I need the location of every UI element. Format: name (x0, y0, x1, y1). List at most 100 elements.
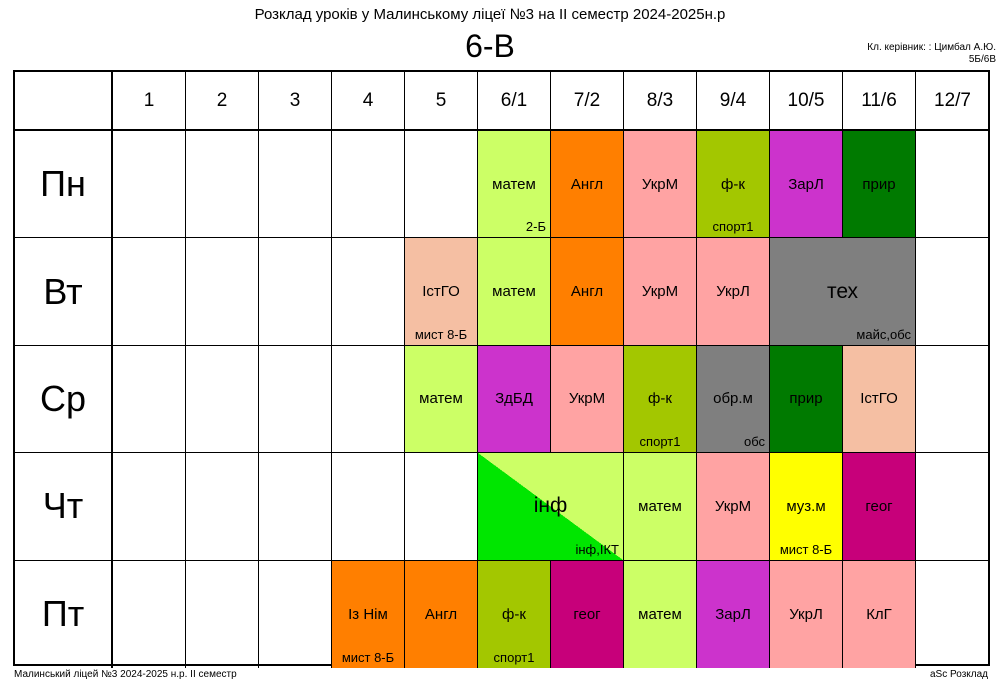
teacher-name: Кл. керівник: : Цимбал А.Ю. (867, 42, 996, 53)
lesson-subject: прир (862, 175, 896, 193)
lesson-subject: ЗарЛ (715, 605, 751, 623)
day-label: Пн (15, 131, 113, 239)
empty-slot (259, 560, 332, 668)
empty-slot (332, 345, 405, 454)
lesson-wed-7[interactable]: УкрМ (551, 345, 624, 454)
lesson-wed-8[interactable]: ф-к спорт1 (624, 345, 697, 454)
lesson-subject: УкрМ (641, 283, 679, 301)
lesson-subject: матем (638, 605, 682, 623)
lesson-wed-6[interactable]: ЗдБД (478, 345, 551, 454)
lesson-tue-5[interactable]: ІстГО мист 8-Б (405, 238, 478, 346)
lesson-subject: Із Нім (348, 605, 388, 623)
period-header: 6/1 (478, 72, 551, 131)
empty-slot (332, 453, 405, 561)
lesson-mon-7[interactable]: Англ (551, 131, 624, 239)
period-header: 7/2 (551, 72, 624, 131)
period-header: 5 (405, 72, 478, 131)
footer-software: aSc Розклад (930, 669, 988, 680)
lesson-wed-10[interactable]: прир (770, 345, 843, 454)
lesson-fri-6[interactable]: ф-к спорт1 (478, 560, 551, 668)
lesson-subject: обр.м (713, 390, 753, 408)
empty-slot (916, 131, 989, 239)
lesson-room: обс (743, 434, 765, 450)
empty-slot (916, 561, 989, 668)
lesson-subject: УкрЛ (789, 605, 823, 623)
day-label: Пт (15, 560, 113, 668)
lesson-tue-8[interactable]: УкрМ (624, 238, 697, 346)
lesson-thu-8[interactable]: матем (624, 453, 697, 561)
lesson-subject: прир (789, 390, 823, 408)
lesson-subject: геог (573, 605, 601, 623)
lesson-subject: УкрЛ (716, 283, 750, 301)
empty-slot (259, 238, 332, 346)
lesson-fri-9[interactable]: ЗарЛ (697, 560, 770, 668)
period-header: 1 (113, 72, 186, 131)
lesson-mon-6[interactable]: матем 2-Б (478, 131, 551, 239)
empty-slot (186, 238, 259, 346)
lesson-subject: Англ (570, 283, 604, 301)
empty-slot (186, 560, 259, 668)
empty-slot (186, 131, 259, 239)
lesson-tue-6[interactable]: матем (478, 238, 551, 346)
lesson-subject: Англ (570, 175, 604, 193)
lesson-subject: ф-к (502, 605, 526, 623)
empty-slot (259, 345, 332, 454)
empty-slot (113, 131, 186, 239)
class-teacher: Кл. керівник: : Цимбал А.Ю. 5Б/6В (867, 42, 996, 66)
lesson-subject: УкрМ (641, 175, 679, 193)
lesson-subject: ЗарЛ (788, 175, 824, 193)
empty-slot (332, 131, 405, 239)
empty-slot (916, 453, 989, 561)
lesson-mon-11[interactable]: прир (843, 131, 916, 239)
lesson-wed-9[interactable]: обр.м обс (697, 345, 770, 454)
lesson-wed-5[interactable]: матем (405, 345, 478, 454)
lesson-subject: Англ (424, 605, 458, 623)
lesson-room: спорт1 (493, 649, 535, 665)
lesson-fri-11[interactable]: КлГ (843, 560, 916, 668)
lesson-subject: ЗдБД (495, 390, 533, 408)
lesson-subject: ф-к (721, 175, 745, 193)
empty-slot (113, 238, 186, 346)
lesson-fri-7[interactable]: геог (551, 560, 624, 668)
lesson-thu-9[interactable]: УкрМ (697, 453, 770, 561)
lesson-tue-9[interactable]: УкрЛ (697, 238, 770, 346)
lesson-subject: матем (492, 175, 536, 193)
footer-school: Малинський ліцей №3 2024-2025 н.р. ІІ се… (14, 669, 237, 680)
lesson-fri-4[interactable]: Із Нім мист 8-Б (332, 560, 405, 668)
teacher-classes: 5Б/6В (968, 54, 996, 65)
lesson-subject: УкрМ (714, 497, 752, 515)
lesson-room: 2-Б (525, 219, 546, 235)
period-header: 8/3 (624, 72, 697, 131)
lesson-tue-10-11[interactable]: тех майс,обс (770, 238, 916, 346)
lesson-mon-9[interactable]: ф-к спорт1 (697, 131, 770, 239)
lesson-subject: КлГ (866, 605, 892, 623)
lesson-subject: матем (492, 283, 536, 301)
lesson-room: мист 8-Б (414, 326, 468, 342)
empty-slot (259, 131, 332, 239)
lesson-room: мист 8-Б (779, 541, 833, 557)
lesson-fri-8[interactable]: матем (624, 560, 697, 668)
lesson-room: інф,ІКТ (575, 541, 619, 557)
empty-slot (405, 453, 478, 561)
lesson-thu-10[interactable]: муз.м мист 8-Б (770, 453, 843, 561)
period-header: 2 (186, 72, 259, 131)
period-header: 9/4 (697, 72, 770, 131)
lesson-mon-10[interactable]: ЗарЛ (770, 131, 843, 239)
lesson-fri-10[interactable]: УкрЛ (770, 560, 843, 668)
lesson-subject: ІстГО (422, 283, 460, 301)
period-header: 4 (332, 72, 405, 131)
period-header: 11/6 (843, 72, 916, 131)
lesson-subject: тех (826, 279, 859, 303)
lesson-subject: ІстГО (860, 390, 898, 408)
empty-slot (916, 346, 989, 454)
lesson-subject: УкрМ (568, 390, 606, 408)
lesson-fri-5[interactable]: Англ (405, 560, 478, 668)
lesson-thu-6-7[interactable]: інф інф,ІКТ (478, 453, 624, 561)
lesson-room: мист 8-Б (341, 649, 395, 665)
lesson-thu-11[interactable]: геог (843, 453, 916, 561)
lesson-mon-8[interactable]: УкрМ (624, 131, 697, 239)
lesson-wed-11[interactable]: ІстГО (843, 345, 916, 454)
lesson-subject: матем (638, 497, 682, 515)
lesson-tue-7[interactable]: Англ (551, 238, 624, 346)
timetable-grid: 1 2 3 4 5 6/1 7/2 8/3 9/4 10/5 11/6 12/7 Пн Вт Ср Чт Пт м… (13, 70, 990, 668)
